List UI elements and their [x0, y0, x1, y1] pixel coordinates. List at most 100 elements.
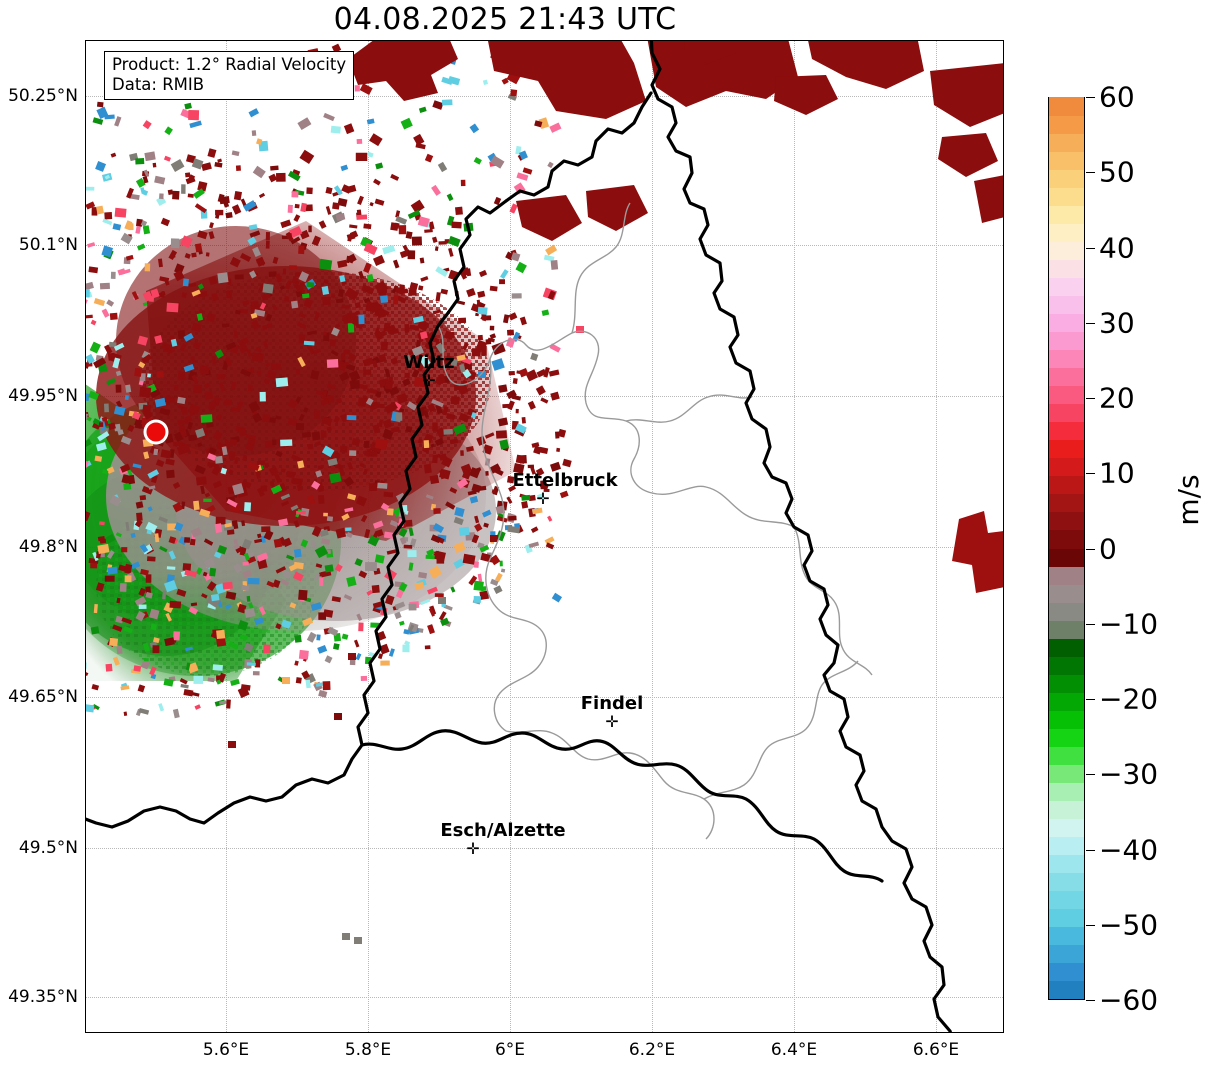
radar-site-marker[interactable] [144, 420, 168, 444]
colorbar-band [1049, 457, 1084, 477]
colorbar-tick [1086, 774, 1095, 776]
ytick-label: 49.95°N [8, 386, 78, 406]
colorbar-tick [1086, 1000, 1095, 1001]
city-marker-esch-alzette: ✛ [466, 839, 480, 858]
city-label-ettelbruck: Ettelbruck [512, 470, 618, 491]
colorbar-band [1049, 114, 1084, 135]
colorbar-tick-label: 0 [1099, 532, 1117, 565]
colorbar-tick [1086, 849, 1095, 851]
ytick-label: 49.65°N [8, 687, 78, 707]
ytick-label: 49.5°N [18, 838, 78, 858]
data-source-label: Data: RMIB [112, 75, 205, 95]
xtick-label: 5.8°E [344, 1040, 392, 1060]
colorbar-band [1049, 835, 1084, 855]
gridline-horizontal [86, 997, 1003, 998]
colorbar-unit-label: m/s [1172, 474, 1206, 526]
colorbar-band [1049, 601, 1084, 621]
colorbar-tick-label: −20 [1099, 682, 1159, 716]
colorbar-band [1049, 799, 1084, 819]
colorbar-band [1049, 259, 1084, 279]
gridline-horizontal [86, 96, 1003, 97]
colorbar-band [1049, 871, 1084, 891]
colorbar-tick [1086, 398, 1095, 399]
ytick-label: 49.35°N [8, 987, 78, 1007]
colorbar-tick [1086, 172, 1095, 174]
colorbar-band [1049, 889, 1084, 909]
gridline-horizontal [86, 245, 1003, 246]
colorbar-band [1049, 241, 1084, 261]
colorbar-band [1049, 349, 1084, 369]
colorbar-band [1049, 907, 1084, 927]
city-marker-wiltz: ✛ [422, 371, 436, 390]
isolated-echo-cell [952, 511, 1003, 593]
colorbar-tick [1086, 247, 1095, 249]
colorbar-tick [1086, 548, 1095, 550]
colorbar-band [1049, 781, 1084, 801]
colorbar-band [1049, 169, 1084, 189]
xtick-label: 6°E [494, 1040, 526, 1060]
page-title: 04.08.2025 21:43 UTC [333, 2, 677, 37]
colorbar-band [1049, 745, 1084, 765]
gridline-horizontal [86, 396, 1003, 397]
colorbar-band [1049, 763, 1084, 783]
colorbar-band [1049, 331, 1084, 351]
colorbar-tick-label: −10 [1099, 607, 1159, 641]
colorbar-band [1049, 673, 1084, 693]
xtick-label: 6.2°E [628, 1040, 676, 1060]
colorbar-band [1049, 205, 1084, 225]
gridline-vertical [652, 41, 653, 1032]
colorbar-tick [1086, 473, 1095, 475]
colorbar-band [1049, 691, 1084, 711]
map-axes[interactable] [85, 40, 1004, 1033]
colorbar-band [1049, 655, 1084, 675]
colorbar-tick [1086, 623, 1095, 625]
product-info-box: Product: 1.2° Radial Velocity Data: RMIB [104, 51, 355, 101]
colorbar-tick [1086, 924, 1095, 926]
map-canvas [86, 41, 1003, 1032]
colorbar-tick-label: −50 [1099, 908, 1159, 942]
colorbar-gradient [1049, 96, 1084, 999]
colorbar-band [1049, 619, 1084, 639]
colorbar-band [1049, 493, 1084, 513]
gridline-horizontal [86, 697, 1003, 698]
colorbar-band [1049, 583, 1084, 603]
colorbar-band [1049, 925, 1084, 945]
colorbar-band [1049, 511, 1084, 531]
colorbar-band [1049, 96, 1084, 117]
xtick-label: 5.6°E [202, 1040, 250, 1060]
colorbar-tick-label: 60 [1099, 80, 1135, 114]
colorbar-band [1049, 817, 1084, 837]
colorbar-band [1049, 421, 1084, 441]
colorbar-band [1049, 295, 1084, 315]
ytick-label: 50.25°N [8, 86, 78, 106]
gridline-vertical [794, 41, 795, 1032]
radar-echo-layer [86, 41, 1003, 1032]
colorbar-band [1049, 637, 1084, 657]
colorbar[interactable] [1048, 96, 1085, 1000]
colorbar-band [1049, 187, 1084, 207]
colorbar-band [1049, 709, 1084, 729]
colorbar-band [1049, 961, 1084, 981]
xtick-label: 6.6°E [912, 1040, 960, 1060]
ytick-label: 49.8°N [18, 537, 78, 557]
colorbar-band [1049, 529, 1084, 549]
colorbar-band [1049, 313, 1084, 333]
colorbar-band [1049, 727, 1084, 747]
colorbar-band [1049, 547, 1084, 567]
colorbar-tick-label: 50 [1099, 155, 1135, 189]
colorbar-tick-label: 20 [1099, 381, 1135, 415]
colorbar-band [1049, 223, 1084, 243]
colorbar-band [1049, 132, 1084, 153]
city-label-findel: Findel [580, 693, 644, 714]
city-marker-findel: ✛ [605, 712, 619, 731]
colorbar-tick [1086, 699, 1095, 700]
colorbar-band [1049, 979, 1084, 999]
colorbar-tick-label: −40 [1099, 833, 1159, 866]
colorbar-band [1049, 385, 1084, 405]
city-label-esch-alzette: Esch/Alzette [440, 820, 566, 841]
gridline-vertical [510, 41, 511, 1032]
colorbar-band [1049, 943, 1084, 963]
colorbar-tick-label: −30 [1099, 757, 1159, 791]
product-label: Product: 1.2° Radial Velocity [112, 55, 347, 74]
